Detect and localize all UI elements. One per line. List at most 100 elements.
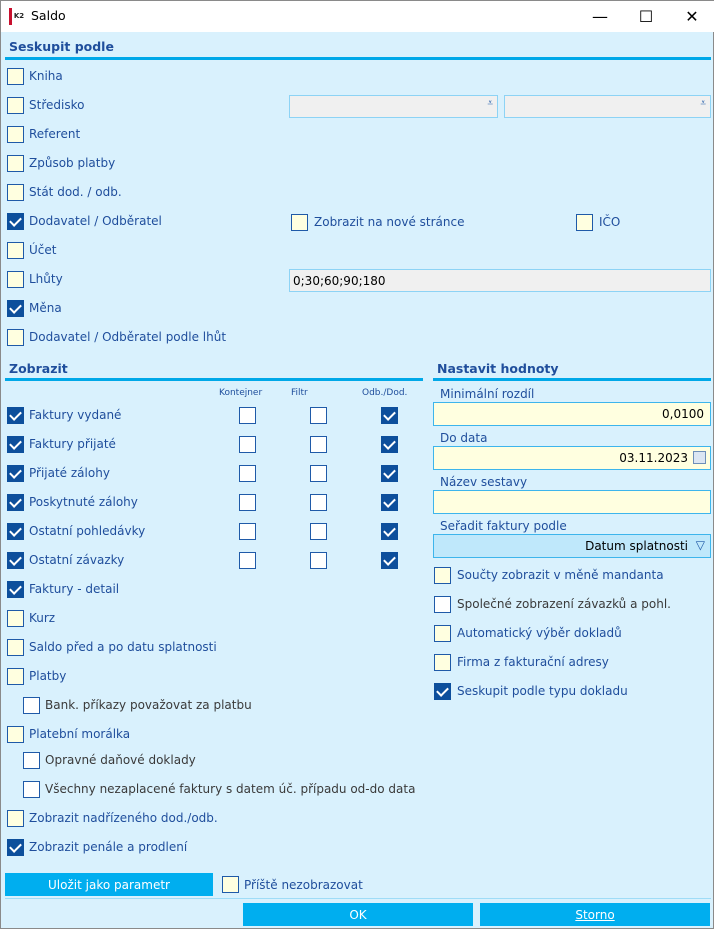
group-checkbox[interactable]	[7, 155, 24, 172]
dont-show-checkbox[interactable]	[222, 876, 239, 893]
display-section-title: Zobrazit	[9, 361, 68, 376]
group-label: Stát dod. / odb.	[29, 185, 122, 199]
option-checkbox[interactable]	[23, 781, 40, 798]
stredisko-combo-2[interactable]: ⩡	[504, 95, 711, 118]
kontejner-checkbox[interactable]	[239, 494, 256, 511]
report-name-input[interactable]	[433, 490, 711, 514]
option-checkbox[interactable]	[23, 697, 40, 714]
value-option-label: Automatický výběr dokladů	[457, 626, 622, 640]
value-option-label: Společné zobrazení závazků a pohl.	[457, 597, 671, 611]
value-option-checkbox[interactable]	[434, 683, 451, 700]
sort-label: Seřadit faktury podle	[440, 519, 567, 533]
divider	[5, 378, 423, 381]
group-checkbox[interactable]	[7, 68, 24, 85]
option-label: Bank. příkazy považovat za platbu	[45, 698, 252, 712]
group-checkbox[interactable]	[7, 184, 24, 201]
close-button[interactable]: ✕	[685, 7, 699, 26]
option-checkbox[interactable]	[7, 810, 24, 827]
date-input[interactable]: 03.11.2023	[433, 446, 711, 470]
sort-select[interactable]: Datum splatnosti ▽	[433, 534, 711, 558]
kontejner-checkbox[interactable]	[239, 407, 256, 424]
minimize-button[interactable]: —	[592, 7, 608, 26]
display-label: Faktury přijaté	[29, 437, 116, 451]
date-label: Do data	[440, 431, 488, 445]
option-checkbox[interactable]	[7, 726, 24, 743]
dont-show-label: Příště nezobrazovat	[244, 878, 363, 892]
value-option-checkbox[interactable]	[434, 654, 451, 671]
display-label: Přijaté zálohy	[29, 466, 110, 480]
option-label: Faktury - detail	[29, 582, 120, 596]
group-section-title: Seskupit podle	[9, 39, 114, 54]
col-filtr: Filtr	[291, 388, 308, 398]
value-option-checkbox[interactable]	[434, 625, 451, 642]
save-as-parameter-button[interactable]: Uložit jako parametr	[5, 873, 213, 896]
min-diff-input[interactable]: 0,0100	[433, 402, 711, 426]
col-kontejner: Kontejner	[219, 388, 263, 398]
group-checkbox[interactable]	[7, 126, 24, 143]
group-label: Středisko	[29, 98, 85, 112]
value-option-checkbox[interactable]	[434, 567, 451, 584]
odb-dod-checkbox[interactable]	[381, 494, 398, 511]
group-checkbox[interactable]	[7, 97, 24, 114]
display-checkbox[interactable]	[7, 523, 24, 540]
display-checkbox[interactable]	[7, 436, 24, 453]
odb-dod-checkbox[interactable]	[381, 552, 398, 569]
value-option-label: Seskupit podle typu dokladu	[457, 684, 628, 698]
option-label: Platby	[29, 669, 67, 683]
group-label: Účet	[29, 243, 57, 257]
group-checkbox[interactable]	[7, 213, 24, 230]
filtr-checkbox[interactable]	[310, 436, 327, 453]
option-label: Zobrazit penále a prodlení	[29, 840, 188, 854]
option-checkbox[interactable]	[7, 839, 24, 856]
odb-dod-checkbox[interactable]	[381, 407, 398, 424]
display-checkbox[interactable]	[7, 465, 24, 482]
cancel-button[interactable]: Storno	[480, 903, 710, 926]
display-label: Ostatní závazky	[29, 553, 125, 567]
lhuty-input[interactable]: 0;30;60;90;180	[289, 269, 711, 292]
app-logo: K2	[9, 8, 26, 25]
option-checkbox[interactable]	[7, 610, 24, 627]
odb-dod-checkbox[interactable]	[381, 523, 398, 540]
value-option-label: Součty zobrazit v měně mandanta	[457, 568, 664, 582]
display-label: Faktury vydané	[29, 408, 122, 422]
group-checkbox[interactable]	[7, 271, 24, 288]
option-label: Všechny nezaplacené faktury s datem úč. …	[45, 782, 416, 796]
divider	[433, 378, 711, 381]
filtr-checkbox[interactable]	[310, 465, 327, 482]
kontejner-checkbox[interactable]	[239, 552, 256, 569]
chevron-down-icon: ⩡	[700, 98, 706, 109]
display-checkbox[interactable]	[7, 407, 24, 424]
option-checkbox[interactable]	[7, 668, 24, 685]
calendar-icon[interactable]	[693, 451, 706, 464]
divider	[5, 57, 711, 60]
display-checkbox[interactable]	[7, 494, 24, 511]
filtr-checkbox[interactable]	[310, 494, 327, 511]
stredisko-combo-1[interactable]: ⩡	[289, 95, 498, 118]
display-label: Ostatní pohledávky	[29, 524, 146, 538]
ok-button[interactable]: OK	[243, 903, 473, 926]
display-checkbox[interactable]	[7, 552, 24, 569]
kontejner-checkbox[interactable]	[239, 465, 256, 482]
option-label: Platební morálka	[29, 727, 131, 741]
kontejner-checkbox[interactable]	[239, 436, 256, 453]
chevron-down-icon: ⩡	[487, 98, 493, 109]
filtr-checkbox[interactable]	[310, 552, 327, 569]
divider	[5, 898, 711, 899]
option-checkbox[interactable]	[7, 639, 24, 656]
option-checkbox[interactable]	[7, 581, 24, 598]
filtr-checkbox[interactable]	[310, 407, 327, 424]
odb-dod-checkbox[interactable]	[381, 436, 398, 453]
group-checkbox[interactable]	[7, 300, 24, 317]
group-checkbox[interactable]	[7, 242, 24, 259]
group-checkbox[interactable]	[7, 329, 24, 346]
odb-dod-checkbox[interactable]	[381, 465, 398, 482]
new-page-checkbox[interactable]	[291, 214, 308, 231]
kontejner-checkbox[interactable]	[239, 523, 256, 540]
group-label: Kniha	[29, 69, 63, 83]
value-option-checkbox[interactable]	[434, 596, 451, 613]
sort-value: Datum splatnosti	[585, 539, 688, 553]
option-checkbox[interactable]	[23, 752, 40, 769]
filtr-checkbox[interactable]	[310, 523, 327, 540]
maximize-button[interactable]: ☐	[638, 7, 654, 26]
ico-checkbox[interactable]	[576, 214, 593, 231]
